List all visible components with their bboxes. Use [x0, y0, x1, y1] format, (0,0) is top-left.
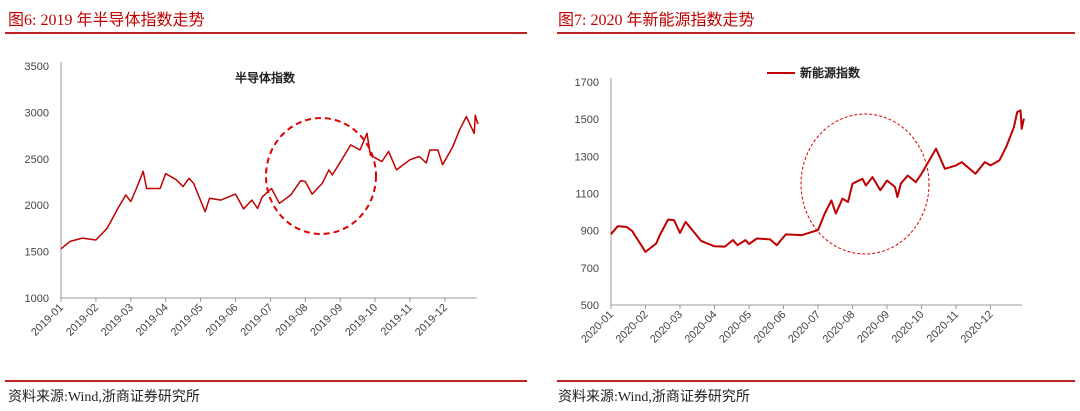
- source-rule-right: [557, 380, 1075, 382]
- source-note-right: 资料来源:Wind,浙商证券研究所: [558, 390, 750, 405]
- series-line: [610, 109, 1025, 253]
- series-line: [60, 114, 479, 250]
- x-tick-label: 2020-07: [786, 309, 823, 346]
- source-note-left: 资料来源:Wind,浙商证券研究所: [8, 390, 200, 405]
- legend-label: 半导体指数: [235, 70, 296, 85]
- x-tick-label: 2020-02: [614, 309, 651, 346]
- y-tick-label: 3000: [25, 107, 49, 119]
- x-tick-label: 2020-05: [717, 309, 754, 346]
- y-tick-label: 1300: [575, 151, 599, 163]
- x-tick-label: 2020-03: [648, 309, 685, 346]
- x-tick-label: 2020-06: [752, 309, 789, 346]
- y-tick-label: 1100: [575, 189, 599, 201]
- source-rule-left: [5, 380, 527, 382]
- figure6-title: 图6: 2019 年半导体指数走势: [8, 12, 205, 29]
- title-rule-right: [557, 32, 1075, 34]
- x-tick-label: 2019-01: [29, 302, 66, 339]
- x-tick-label: 2020-08: [821, 309, 858, 346]
- x-tick-label: 2020-11: [925, 309, 961, 345]
- y-tick-label: 500: [581, 300, 599, 312]
- x-tick-label: 2020-10: [890, 309, 927, 346]
- x-tick-label: 2019-12: [413, 302, 450, 339]
- y-tick-label: 1000: [25, 293, 49, 305]
- x-tick-label: 2019-05: [169, 302, 206, 339]
- title-rule-left: [5, 32, 527, 34]
- x-tick-label: 2019-03: [99, 302, 136, 339]
- x-tick-label: 2019-10: [343, 302, 380, 339]
- x-tick-label: 2019-07: [238, 302, 275, 339]
- x-tick-label: 2020-01: [579, 309, 616, 346]
- legend-label: 新能源指数: [800, 65, 861, 80]
- y-tick-label: 2000: [25, 200, 49, 212]
- y-tick-label: 700: [581, 263, 599, 275]
- figure7-title: 图7: 2020 年新能源指数走势: [558, 12, 755, 29]
- x-tick-label: 2019-08: [273, 302, 310, 339]
- x-tick-label: 2019-09: [308, 302, 345, 339]
- y-tick-label: 2500: [25, 154, 49, 166]
- x-tick-label: 2019-04: [134, 302, 171, 339]
- x-tick-label: 2020-04: [683, 309, 720, 346]
- x-tick-label: 2020-09: [855, 309, 892, 346]
- x-tick-label: 2019-11: [379, 302, 415, 338]
- y-tick-label: 1500: [575, 114, 599, 126]
- x-tick-label: 2019-02: [64, 302, 101, 339]
- y-tick-label: 1500: [25, 247, 49, 259]
- x-tick-label: 2019-06: [204, 302, 241, 339]
- highlight-circle: [265, 117, 377, 235]
- y-tick-label: 900: [581, 226, 599, 238]
- y-tick-label: 1700: [575, 77, 599, 89]
- highlight-circle: [800, 113, 930, 255]
- y-tick-label: 3500: [25, 61, 49, 73]
- x-tick-label: 2020-12: [959, 309, 996, 346]
